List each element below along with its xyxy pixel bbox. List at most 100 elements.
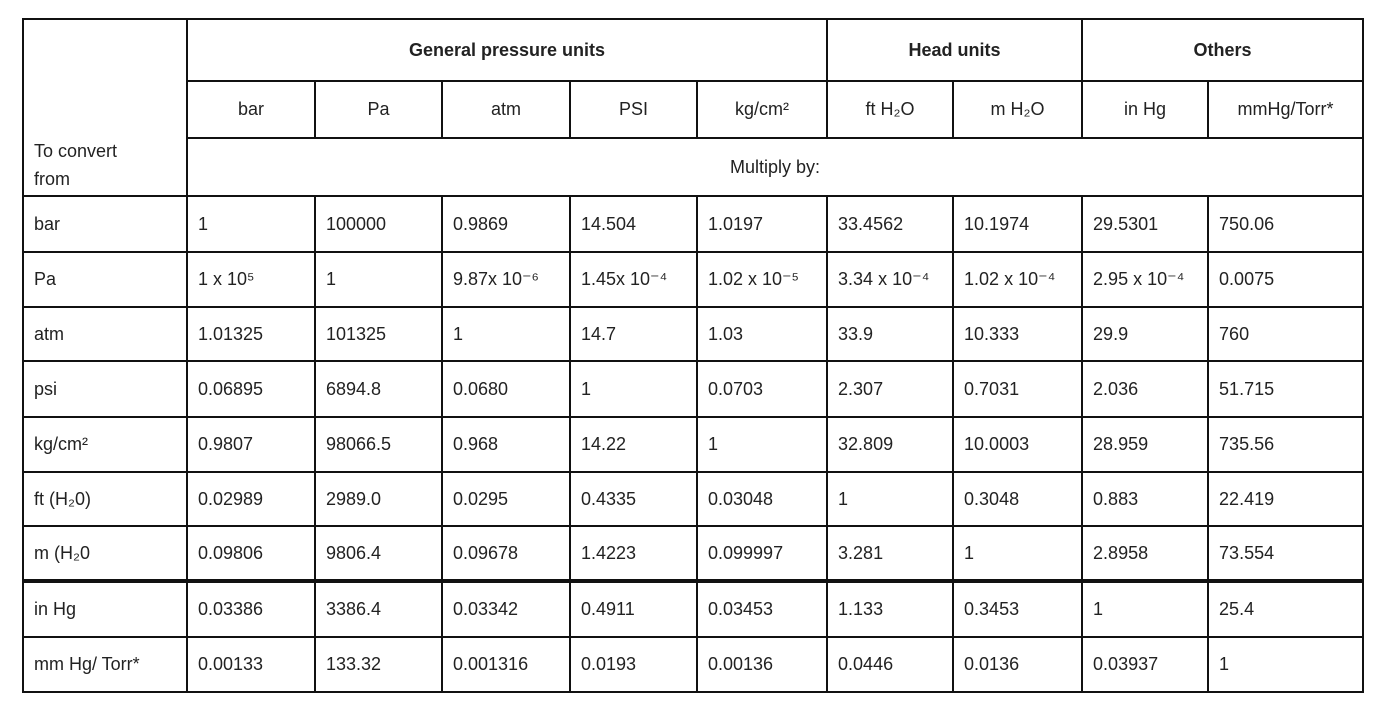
table-cell: 1.4223 xyxy=(569,525,698,582)
table-cell: 0.3048 xyxy=(952,471,1084,527)
table-cell: 1.0197 xyxy=(695,195,829,253)
table-cell: 0.03386 xyxy=(186,579,316,638)
row-label: m (H₂0 xyxy=(22,525,188,582)
group-header: Head units xyxy=(826,18,1084,82)
table-row: kg/cm² 0.9807 98066.5 0.968 14.22 1 32.809 10.0… xyxy=(22,416,1365,473)
table-cell: 0.001316 xyxy=(441,636,571,693)
row-label: Pa xyxy=(22,251,188,308)
table-cell: 0.00133 xyxy=(186,636,316,693)
table-cell: 750.06 xyxy=(1207,195,1365,253)
table-cell: 3.281 xyxy=(826,525,955,582)
unit-header: kg/cm² xyxy=(695,80,829,139)
table-cell: 2.95 x 10⁻⁴ xyxy=(1081,251,1210,308)
table-cell: 22.419 xyxy=(1207,471,1365,527)
table-cell: 0.0193 xyxy=(569,636,698,693)
table-cell: 14.504 xyxy=(569,195,698,253)
unit-header: PSI xyxy=(569,80,698,139)
table-cell: 101325 xyxy=(314,306,443,362)
table-cell: 28.959 xyxy=(1081,416,1210,473)
table-cell: 100000 xyxy=(314,195,443,253)
table-cell: 0.4335 xyxy=(569,471,698,527)
table-row: ft (H₂0) 0.02989 2989.0 0.0295 0.4335 0.03048… xyxy=(22,471,1365,527)
table-cell: 2989.0 xyxy=(314,471,443,527)
table-cell: 0.0075 xyxy=(1207,251,1365,308)
table-cell: 98066.5 xyxy=(314,416,443,473)
table-cell: 6894.8 xyxy=(314,360,443,418)
table-cell: 0.0680 xyxy=(441,360,571,418)
table-cell: 0.09806 xyxy=(186,525,316,582)
table-cell: 9.87x 10⁻⁶ xyxy=(441,251,571,308)
table-cell: 29.9 xyxy=(1081,306,1210,362)
table-cell: 0.9807 xyxy=(186,416,316,473)
table-cell: 14.7 xyxy=(569,306,698,362)
table-cell: 33.9 xyxy=(826,306,955,362)
row-label: mm Hg/ Torr* xyxy=(22,636,188,693)
table-cell: 0.4911 xyxy=(569,579,698,638)
table-cell: 2.8958 xyxy=(1081,525,1210,582)
table-cell: 10.0003 xyxy=(952,416,1084,473)
table-row: psi 0.06895 6894.8 0.0680 1 0.0703 2.307 0.7031… xyxy=(22,360,1365,418)
conversion-table: To convert from General pressure units Hea… xyxy=(22,18,1365,693)
table-cell: 0.03453 xyxy=(695,579,829,638)
table-cell: 0.03048 xyxy=(695,471,829,527)
table-cell: 0.02989 xyxy=(186,471,316,527)
unit-header: in Hg xyxy=(1081,80,1210,139)
table-cell: 1.03 xyxy=(695,306,829,362)
table-cell: 9806.4 xyxy=(314,525,443,582)
table-cell: 735.56 xyxy=(1207,416,1365,473)
unit-header: Pa xyxy=(314,80,443,139)
row-label: bar xyxy=(22,195,188,253)
table-cell: 73.554 xyxy=(1207,525,1365,582)
table-cell: 1 xyxy=(569,360,698,418)
table-cell: 133.32 xyxy=(314,636,443,693)
table-cell: 3386.4 xyxy=(314,579,443,638)
table-cell: 25.4 xyxy=(1207,579,1365,638)
table-row: To convert from General pressure units Hea… xyxy=(22,18,1365,197)
table-cell: 0.00136 xyxy=(695,636,829,693)
table-cell: 1 xyxy=(1081,579,1210,638)
table-cell: 1 xyxy=(186,195,316,253)
table-row: bar Pa atm PSI kg/cm² ft H₂O m H₂O in Hg mmHg/To… xyxy=(23,80,1365,139)
table-row: in Hg 0.03386 3386.4 0.03342 0.4911 0.03453 1.… xyxy=(22,579,1365,638)
table-cell: 0.883 xyxy=(1081,471,1210,527)
table-cell: 0.06895 xyxy=(186,360,316,418)
table-cell: 2.307 xyxy=(826,360,955,418)
unit-header: m H₂O xyxy=(952,80,1084,139)
table-cell: 1.45x 10⁻⁴ xyxy=(569,251,698,308)
table-row: mm Hg/ Torr* 0.00133 133.32 0.001316 0.0193 0… xyxy=(22,636,1365,693)
unit-header: mmHg/Torr* xyxy=(1207,80,1365,139)
table-row: Pa 1 x 10⁵ 1 9.87x 10⁻⁶ 1.45x 10⁻⁴ 1.02 x 10⁻… xyxy=(22,251,1365,308)
row-label: ft (H₂0) xyxy=(22,471,188,527)
table-cell: 3.34 x 10⁻⁴ xyxy=(826,251,955,308)
table-row: m (H₂0 0.09806 9806.4 0.09678 1.4223 0.099997… xyxy=(22,525,1365,582)
row-label: atm xyxy=(22,306,188,362)
table-cell: 1 xyxy=(314,251,443,308)
table-row: atm 1.01325 101325 1 14.7 1.03 33.9 10.333 29.9 7… xyxy=(22,306,1365,362)
table-cell: 1 xyxy=(441,306,571,362)
table-cell: 1.02 x 10⁻⁵ xyxy=(695,251,829,308)
table-cell: 0.03937 xyxy=(1081,636,1210,693)
table-cell: 0.0703 xyxy=(695,360,829,418)
multiply-label: Multiply by: xyxy=(185,137,1365,197)
table-cell: 1.133 xyxy=(826,579,955,638)
table-cell: 0.3453 xyxy=(952,579,1084,638)
table-cell: 1 xyxy=(1207,636,1365,693)
table-cell: 0.0295 xyxy=(441,471,571,527)
table-cell: 14.22 xyxy=(569,416,698,473)
table-cell: 1 xyxy=(826,471,955,527)
table-cell: 0.099997 xyxy=(695,525,829,582)
table-cell: 1 x 10⁵ xyxy=(186,251,316,308)
table-cell: 0.7031 xyxy=(952,360,1084,418)
table-cell: 51.715 xyxy=(1207,360,1365,418)
unit-header: ft H₂O xyxy=(826,80,955,139)
table-cell: 0.968 xyxy=(441,416,571,473)
table-cell: 0.0446 xyxy=(826,636,955,693)
table-cell: 0.9869 xyxy=(441,195,571,253)
table-cell: 29.5301 xyxy=(1081,195,1210,253)
table-cell: 1 xyxy=(695,416,829,473)
row-label: psi xyxy=(22,360,188,418)
table-cell: 0.03342 xyxy=(441,579,571,638)
table-cell: 1.02 x 10⁻⁴ xyxy=(952,251,1084,308)
group-header: Others xyxy=(1081,18,1365,82)
